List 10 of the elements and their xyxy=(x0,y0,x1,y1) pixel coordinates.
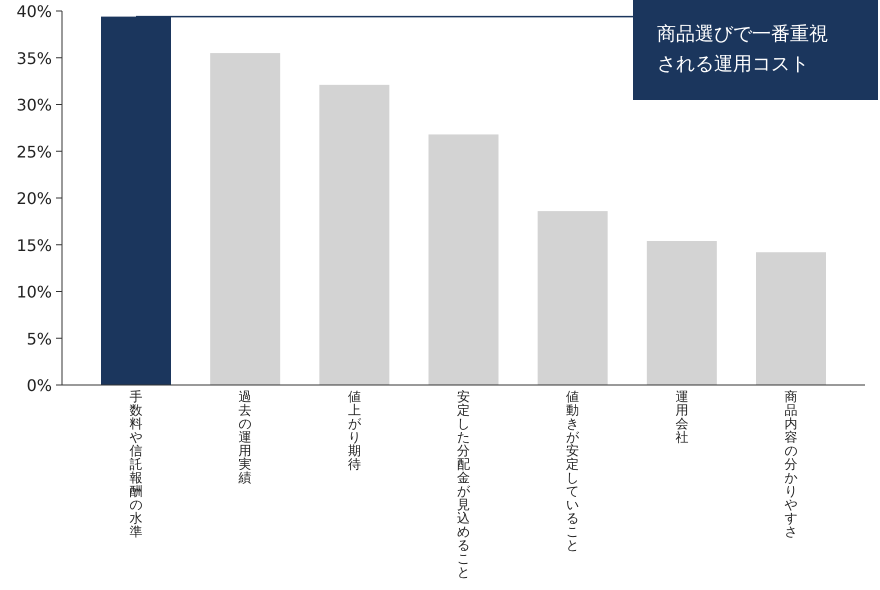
annotation: 商品選びで一番重視される運用コスト xyxy=(657,23,828,75)
y-tick-label: 20% xyxy=(16,189,52,208)
y-tick-label: 25% xyxy=(16,142,52,162)
y-tick-label: 35% xyxy=(16,48,52,68)
y-tick-label: 40% xyxy=(16,2,52,21)
y-tick-label: 15% xyxy=(16,236,52,255)
y-tick-label: 30% xyxy=(16,96,52,114)
y-tick-label: 10% xyxy=(16,282,52,302)
y-tick-label: 5% xyxy=(26,329,52,348)
y-tick-label: 0% xyxy=(26,376,52,395)
